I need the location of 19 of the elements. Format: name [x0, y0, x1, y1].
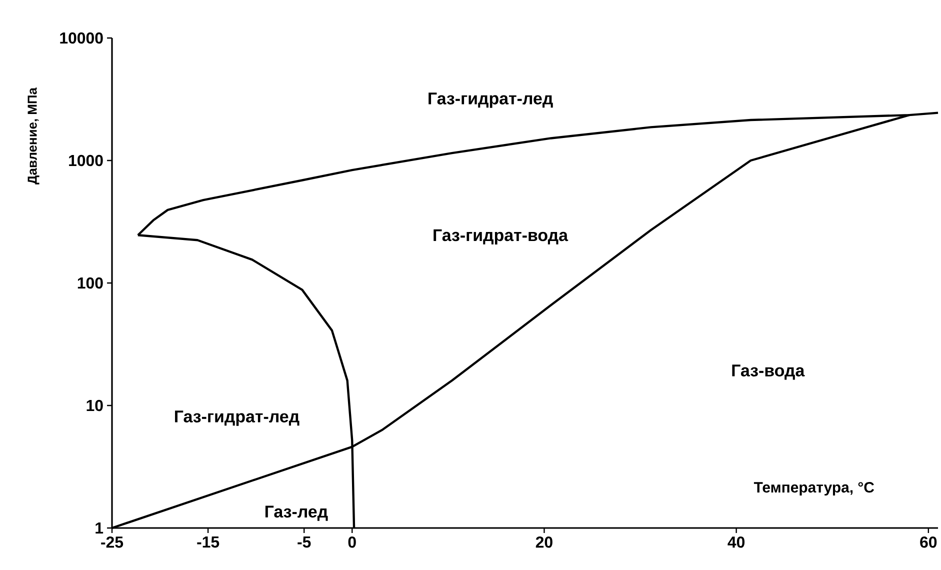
x-tick-label: 60 [920, 536, 937, 548]
x-tick-label: 0 [348, 536, 356, 548]
y-tick-label: 10 [86, 400, 103, 412]
x-tick-label: -25 [101, 536, 124, 548]
x-axis-title: Температура, °C [754, 482, 874, 496]
annotation: Газ-гидрат-вода [434, 229, 568, 245]
annotation: Газ-гидрат-лед [428, 92, 553, 108]
annotation: Газ-гидрат-лед [175, 410, 300, 426]
y-tick-label: 10000 [60, 32, 103, 44]
x-tick-label: 40 [728, 536, 745, 548]
y-tick-label: 1 [96, 522, 104, 534]
y-tick-label: 100 [78, 277, 103, 289]
x-tick-label: -15 [197, 536, 220, 548]
x-tick-label: -5 [298, 536, 311, 548]
y-tick-label: 1000 [69, 154, 103, 166]
annotation: Газ-лед [265, 506, 328, 521]
y-axis-title: Давление, МПа [28, 87, 40, 184]
annotation: Газ-вода [732, 364, 805, 380]
x-tick-label: 20 [536, 536, 552, 548]
